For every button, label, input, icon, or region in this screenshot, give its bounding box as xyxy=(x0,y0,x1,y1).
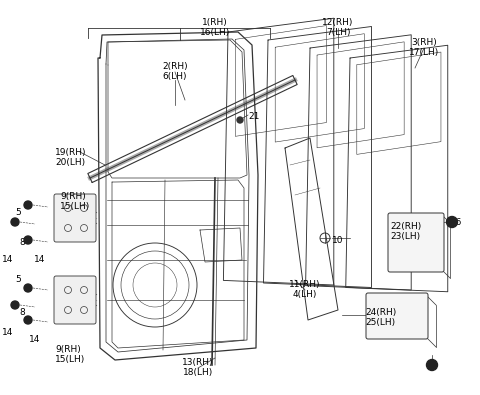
Text: 19(RH)
20(LH): 19(RH) 20(LH) xyxy=(55,148,86,167)
Text: 9(RH)
15(LH): 9(RH) 15(LH) xyxy=(55,345,85,365)
Text: 11(RH)
4(LH): 11(RH) 4(LH) xyxy=(289,280,321,299)
Circle shape xyxy=(24,316,32,324)
Text: 26: 26 xyxy=(426,362,438,371)
Text: 14: 14 xyxy=(2,328,14,337)
Text: 9(RH)
15(LH): 9(RH) 15(LH) xyxy=(60,192,90,211)
Circle shape xyxy=(446,216,457,228)
Text: 5: 5 xyxy=(15,208,21,217)
Text: 24(RH)
25(LH): 24(RH) 25(LH) xyxy=(365,308,396,327)
Text: 12(RH)
7(LH): 12(RH) 7(LH) xyxy=(322,18,354,38)
FancyBboxPatch shape xyxy=(388,213,444,272)
Text: 13(RH)
18(LH): 13(RH) 18(LH) xyxy=(182,358,214,377)
Text: 26: 26 xyxy=(450,218,462,227)
Circle shape xyxy=(427,359,437,371)
Text: 22(RH)
23(LH): 22(RH) 23(LH) xyxy=(390,222,421,241)
Text: 8: 8 xyxy=(19,238,25,247)
Text: 5: 5 xyxy=(15,275,21,284)
Circle shape xyxy=(24,201,32,209)
Text: 21: 21 xyxy=(248,112,259,121)
FancyBboxPatch shape xyxy=(366,293,428,339)
Text: 8: 8 xyxy=(19,308,25,317)
Circle shape xyxy=(11,301,19,309)
Text: 1(RH)
16(LH): 1(RH) 16(LH) xyxy=(200,18,230,38)
Circle shape xyxy=(237,117,243,123)
Circle shape xyxy=(11,218,19,226)
FancyBboxPatch shape xyxy=(54,276,96,324)
Text: 14: 14 xyxy=(34,255,46,264)
Text: 2(RH)
6(LH): 2(RH) 6(LH) xyxy=(162,62,188,81)
Circle shape xyxy=(24,284,32,292)
Text: 14: 14 xyxy=(29,335,41,344)
Text: 10: 10 xyxy=(332,236,344,245)
Text: 3(RH)
17(LH): 3(RH) 17(LH) xyxy=(409,38,439,57)
FancyBboxPatch shape xyxy=(54,194,96,242)
Circle shape xyxy=(24,236,32,244)
Text: 14: 14 xyxy=(2,255,14,264)
